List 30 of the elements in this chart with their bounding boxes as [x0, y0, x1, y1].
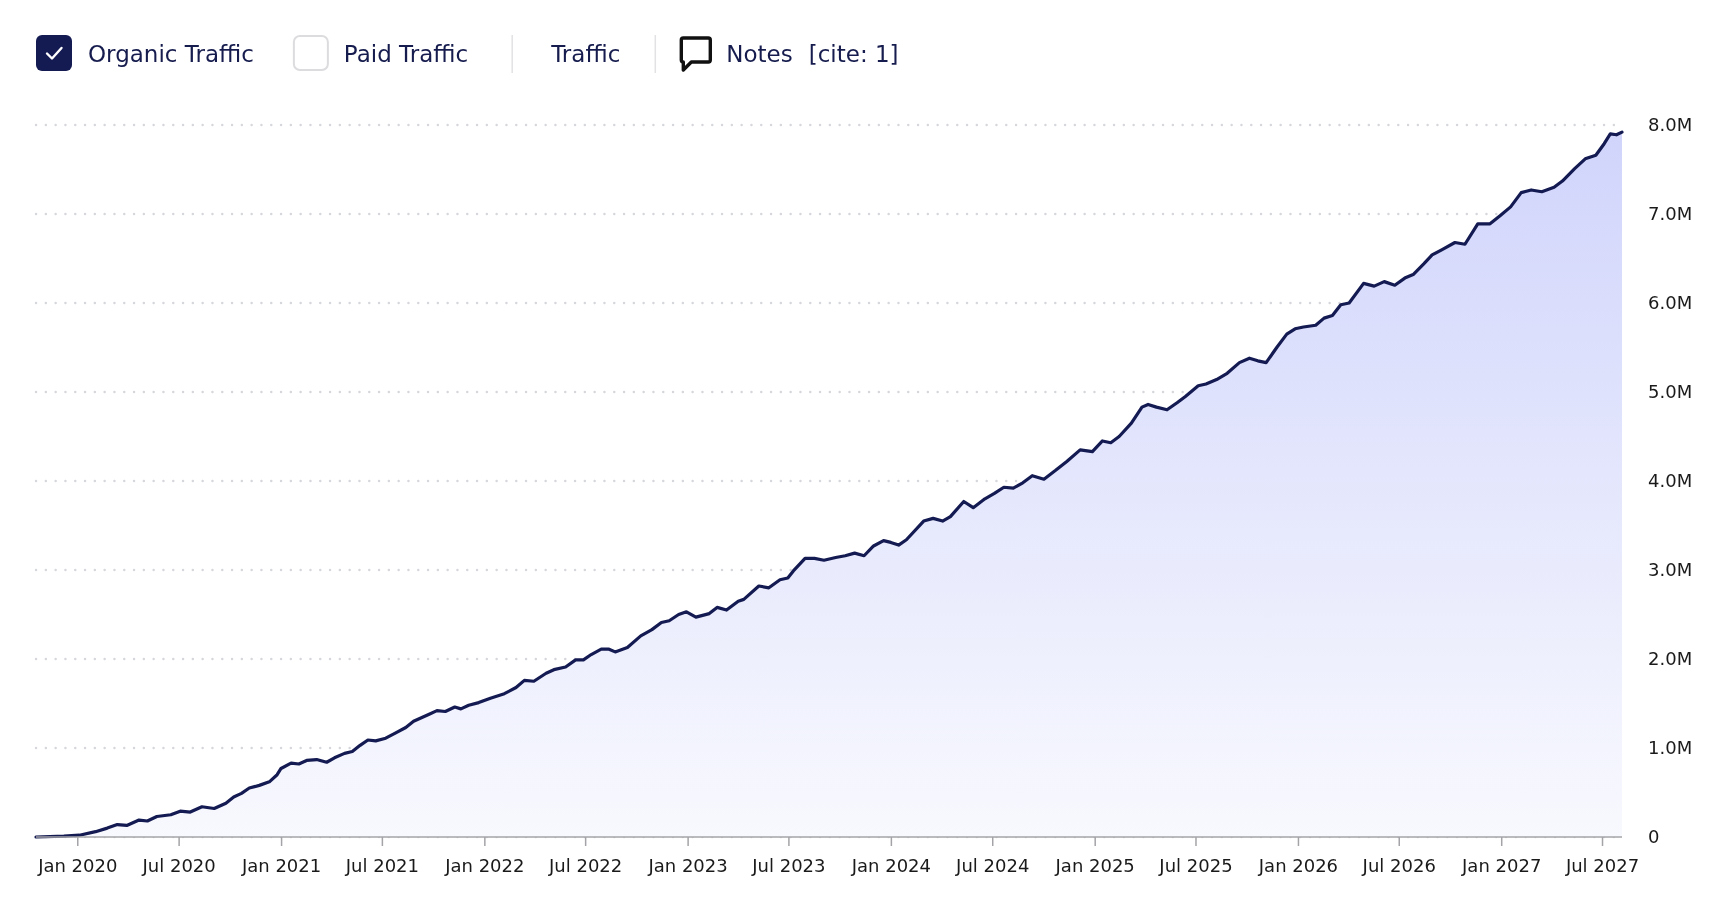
x-tick-label: Jul 2023: [751, 855, 826, 876]
y-tick-label: 3.0M: [1648, 559, 1693, 581]
text: [cite: 1]: [808, 41, 899, 67]
x-tick-label: Jan 2022: [444, 855, 525, 876]
x-tick-label: Jul 2022: [548, 855, 623, 876]
text: Traffic: [550, 41, 621, 67]
y-tick-label: 0: [1648, 826, 1660, 848]
y-tick-label: 8.0M: [1648, 114, 1693, 136]
text: Notes: [726, 41, 793, 67]
x-tick-label: Jul 2021: [344, 855, 420, 876]
y-tick-label: 2.0M: [1648, 648, 1693, 670]
x-tick-label: Jul 2027: [1564, 855, 1640, 876]
y-tick-label: 1.0M: [1648, 737, 1693, 759]
x-tick-label: Jan 2021: [240, 855, 322, 876]
x-tick-label: Jan 2027: [1461, 855, 1542, 876]
x-tick-label: Jul 2025: [1158, 855, 1233, 876]
x-tick-label: Jan 2025: [1054, 855, 1135, 876]
y-tick-label: 7.0M: [1648, 203, 1693, 225]
x-tick-label: Jan 2026: [1257, 855, 1339, 876]
text: Paid Traffic: [343, 41, 469, 67]
x-tick-label: Jul 2026: [1361, 855, 1436, 876]
y-tick-label: 6.0M: [1648, 292, 1693, 314]
legend-label: Organic Traffic: [88, 41, 254, 67]
x-tick-label: Jan 2020: [37, 855, 118, 876]
y-tick-label: 4.0M: [1648, 470, 1693, 492]
y-tick-label: 5.0M: [1648, 381, 1693, 403]
x-tick-label: Jul 2020: [141, 855, 216, 876]
x-tick-label: Jul 2024: [955, 855, 1030, 876]
x-tick-label: Jan 2023: [647, 855, 728, 876]
x-tick-label: Jan 2024: [850, 855, 932, 876]
